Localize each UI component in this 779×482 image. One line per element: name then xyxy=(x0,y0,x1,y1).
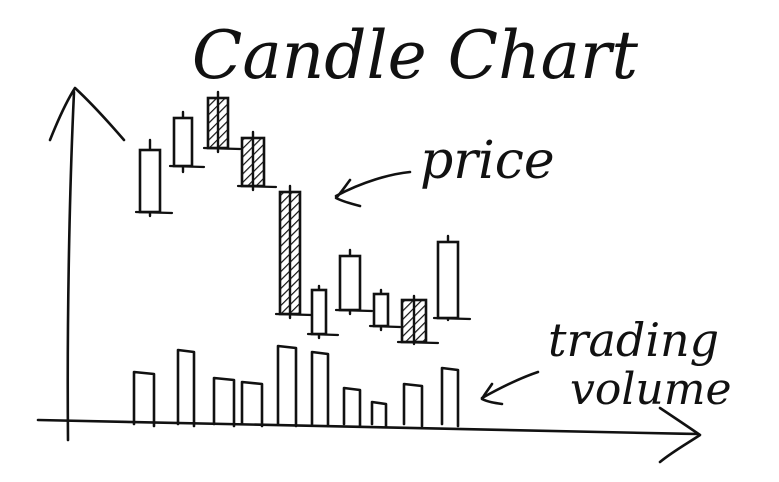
candle-9 xyxy=(396,294,440,346)
candle-body-hollow xyxy=(138,148,162,214)
candle-4 xyxy=(236,130,278,192)
candle-5 xyxy=(274,184,314,320)
candle-body-hollow xyxy=(436,240,460,320)
volume-label-line1: trading xyxy=(548,313,719,367)
volume-arrow xyxy=(480,370,540,400)
price-candles xyxy=(134,90,472,346)
candle-base-tick xyxy=(396,340,440,345)
volume-bar-6 xyxy=(310,350,330,428)
candle-base-tick xyxy=(202,146,242,151)
price-arrow-head xyxy=(334,178,362,208)
price-annotation: price xyxy=(334,131,555,208)
candle-body-hatched xyxy=(278,190,302,316)
candle-2 xyxy=(168,110,206,174)
volume-annotation: trading volume xyxy=(480,313,732,415)
volume-bar-1 xyxy=(132,370,156,428)
volume-bar-2 xyxy=(176,348,196,428)
price-arrow xyxy=(334,170,412,198)
candle-6 xyxy=(306,284,340,340)
candle-3 xyxy=(202,90,242,154)
candle-1 xyxy=(134,138,174,218)
volume-bar-3 xyxy=(212,376,236,428)
volume-bar-10 xyxy=(440,366,460,428)
volume-bar-7 xyxy=(342,386,362,428)
candle-base-tick xyxy=(168,164,206,169)
volume-bar-5 xyxy=(276,344,298,428)
candle-base-tick xyxy=(306,332,340,337)
volume-bar-4 xyxy=(240,380,264,428)
candle-base-tick xyxy=(432,316,472,321)
volume-bar-9 xyxy=(402,382,424,428)
volume-arrow-head xyxy=(480,382,504,406)
x-axis-arrowhead xyxy=(658,406,702,464)
candle-8 xyxy=(368,288,402,332)
candle-base-tick xyxy=(368,324,402,329)
candle-base-tick xyxy=(134,210,174,215)
candle-body-hollow xyxy=(338,254,362,312)
candle-body-hatched xyxy=(240,136,266,188)
candle-body-hatched xyxy=(206,96,230,150)
volume-bars xyxy=(132,344,460,428)
candle-base-tick xyxy=(334,308,374,313)
candle-body-hollow xyxy=(372,292,390,328)
volume-label-line2: volume xyxy=(570,364,732,415)
x-axis-line xyxy=(36,418,700,436)
y-axis-arrowhead xyxy=(48,86,126,142)
candle-base-tick xyxy=(236,184,278,189)
candle-base-tick xyxy=(274,312,314,317)
volume-bar-8 xyxy=(370,400,388,428)
candle-body-hollow xyxy=(310,288,328,336)
chart-title: Candle Chart xyxy=(192,17,639,94)
y-axis-line xyxy=(66,90,76,442)
price-label: price xyxy=(420,131,555,191)
candle-body-hollow xyxy=(172,116,194,168)
candle-10 xyxy=(432,234,472,322)
candle-body-hatched xyxy=(400,298,428,344)
axes xyxy=(36,86,702,464)
candle-7 xyxy=(334,248,374,316)
